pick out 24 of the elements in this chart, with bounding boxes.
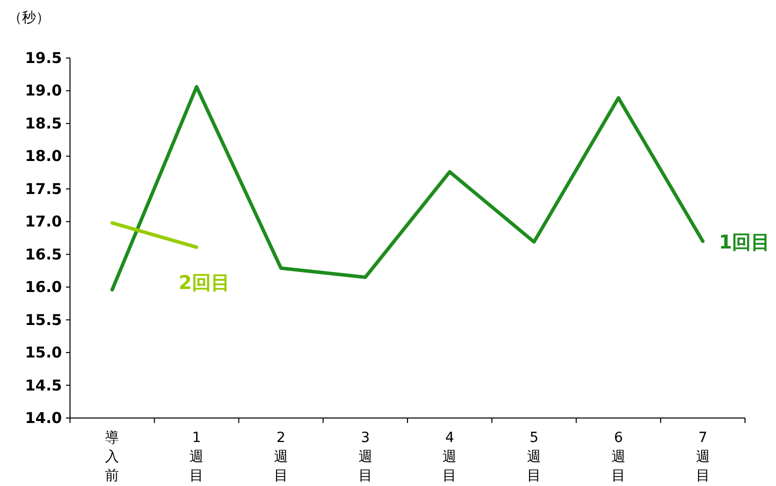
x-tick-label: 6週目 <box>611 430 626 484</box>
y-tick-label: 15.0 <box>24 344 62 362</box>
y-tick-label: 18.0 <box>24 147 62 166</box>
series-label: 2回目 <box>178 272 230 294</box>
x-tick-label: 3週目 <box>358 430 372 484</box>
y-tick-label: 15.5 <box>24 310 62 329</box>
y-tick-label: 19.0 <box>24 82 62 100</box>
x-tick-label: 1週目 <box>190 430 204 484</box>
y-tick-label: 17.5 <box>24 180 62 198</box>
x-tick-label: 導入前 <box>105 430 120 484</box>
line-series <box>110 85 705 292</box>
y-tick-label: 19.5 <box>24 49 62 67</box>
y-tick-label: 17.0 <box>24 212 62 231</box>
y-axis-title: （秒） <box>8 10 50 26</box>
x-tick-label: 4週目 <box>442 430 457 484</box>
y-tick-label: 16.5 <box>24 245 62 264</box>
x-tick-label: 7週目 <box>696 430 710 484</box>
y-tick-label: 14.5 <box>24 376 62 394</box>
y-tick-label: 18.5 <box>24 114 62 132</box>
y-tick-label: 16.0 <box>24 278 62 296</box>
series-label: 1回目 <box>718 231 770 254</box>
x-tick-label: 2週目 <box>274 430 288 484</box>
y-tick-label: 14.0 <box>24 409 62 427</box>
x-tick-label: 5週目 <box>527 430 542 484</box>
